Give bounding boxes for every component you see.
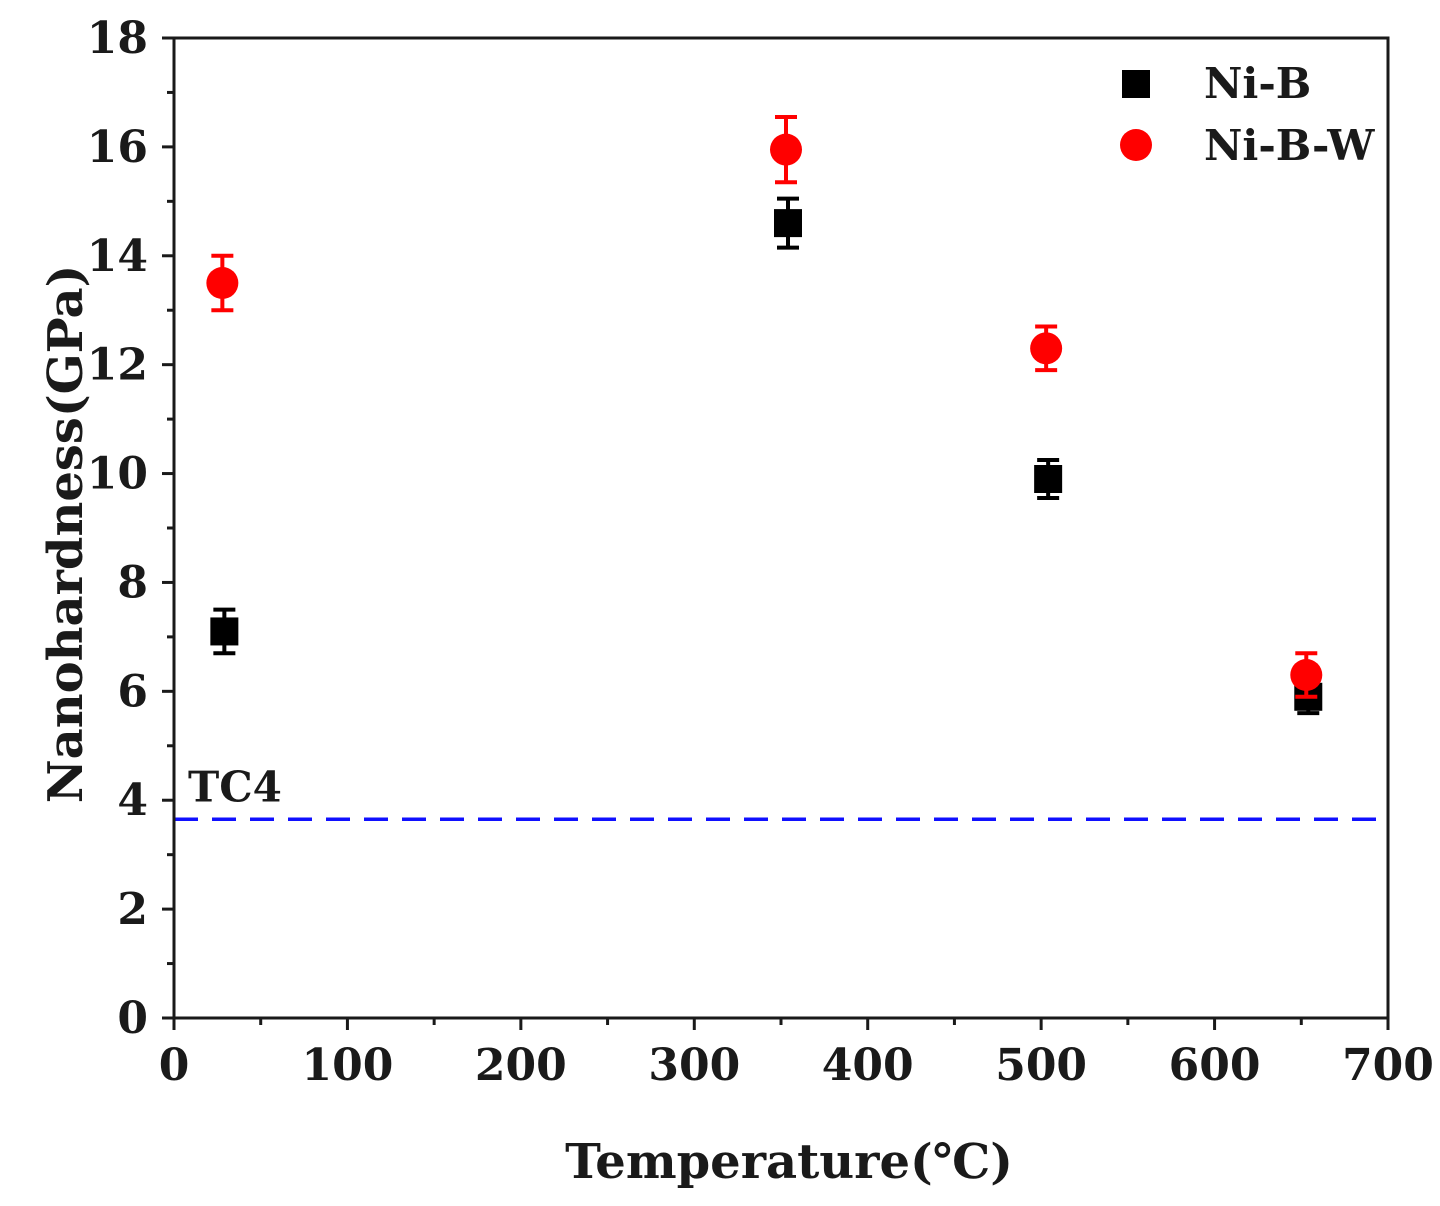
legend-label-ni-b: Ni-B	[1204, 59, 1311, 108]
ni-b-w-point-500	[1030, 332, 1063, 365]
y-tick-label-8: 8	[117, 557, 148, 608]
ni-b-w-point-25	[206, 267, 239, 299]
legend-marker-ni-b-w	[1120, 129, 1152, 161]
y-tick-label-10: 10	[87, 449, 148, 500]
x-tick-label-500: 500	[995, 1040, 1087, 1091]
ni-b-w-point-350	[770, 133, 802, 166]
reference-line-layer: TC4	[174, 762, 1388, 822]
y-tick-label-4: 4	[117, 775, 148, 826]
legend: Ni-B Ni-B-W	[1120, 59, 1375, 170]
y-tick-label-14: 14	[87, 231, 148, 282]
y-tick-label-12: 12	[87, 340, 148, 391]
y-axis-title: Nanohardness(GPa)	[38, 265, 94, 804]
x-axis-title: Temperature(℃)	[565, 1134, 1013, 1190]
x-tick-label-200: 200	[475, 1040, 567, 1091]
x-tick-label-300: 300	[648, 1040, 740, 1091]
y-tick-label-2: 2	[117, 884, 148, 935]
x-tick-label-0: 0	[159, 1040, 190, 1091]
ni-b-point-25	[210, 617, 239, 646]
x-tick-label-600: 600	[1169, 1040, 1261, 1091]
x-tick-label-700: 700	[1342, 1040, 1434, 1091]
y-tick-label-6: 6	[117, 666, 148, 717]
y-tick-label-0: 0	[117, 993, 148, 1044]
legend-label-ni-b-w: Ni-B-W	[1204, 121, 1375, 170]
tick-labels-layer: 0 100 200 300 400 500 600 700 0 2 4 6 8 10 12 14 16 18	[87, 13, 1434, 1091]
ni-b-w-point-650	[1290, 659, 1323, 691]
x-tick-label-400: 400	[822, 1040, 914, 1091]
legend-marker-ni-b	[1122, 70, 1150, 98]
x-tick-label-100: 100	[301, 1040, 393, 1091]
ni-b-point-350	[774, 209, 802, 238]
tc4-label: TC4	[188, 762, 282, 811]
data-marks-layer	[206, 114, 1323, 716]
ni-b-point-500	[1034, 465, 1063, 493]
ticks-layer	[162, 36, 1390, 1030]
y-tick-label-18: 18	[87, 13, 148, 64]
plot-frame	[172, 36, 1390, 1020]
y-tick-label-16: 16	[87, 122, 148, 173]
